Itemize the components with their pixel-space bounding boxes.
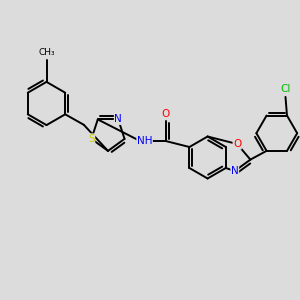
Text: O: O [161, 109, 170, 119]
Text: N: N [114, 114, 122, 124]
Text: N: N [231, 166, 239, 176]
Text: CH₃: CH₃ [38, 48, 55, 57]
Text: S: S [88, 134, 95, 144]
Text: O: O [233, 139, 241, 149]
Text: NH: NH [137, 136, 152, 146]
Text: Cl: Cl [280, 84, 291, 94]
